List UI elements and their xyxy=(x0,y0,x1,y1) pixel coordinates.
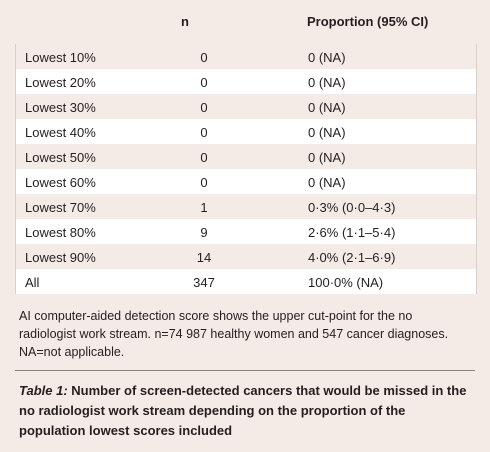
count: 14 xyxy=(196,250,212,265)
row-label: Lowest 40% xyxy=(25,125,96,140)
count: 347 xyxy=(193,275,215,290)
proportion: 100·0% (NA) xyxy=(308,275,384,290)
proportion: 0·3% (0·0–4·3) xyxy=(308,200,396,215)
row-label: Lowest 10% xyxy=(25,50,96,65)
table-row: Lowest 40% 0 0 (NA) xyxy=(16,119,476,144)
count: 0 xyxy=(200,100,208,115)
count: 0 xyxy=(200,150,208,165)
table-row: Lowest 70% 1 0·3% (0·0–4·3) xyxy=(16,194,476,219)
count: 0 xyxy=(200,75,208,90)
proportion: 2·6% (1·1–5·4) xyxy=(308,225,396,240)
count: 0 xyxy=(200,175,208,190)
proportion: 0 (NA) xyxy=(308,125,346,140)
footnote: AI computer-aided detection score shows … xyxy=(19,309,449,359)
table-row: Lowest 60% 0 0 (NA) xyxy=(16,169,476,194)
count: 0 xyxy=(200,125,208,140)
table-row: Lowest 20% 0 0 (NA) xyxy=(16,69,476,94)
separator xyxy=(15,370,475,371)
proportion: 0 (NA) xyxy=(308,175,346,190)
proportion: 0 (NA) xyxy=(308,150,346,165)
table-row: Lowest 30% 0 0 (NA) xyxy=(16,94,476,119)
caption: Table 1: Number of screen-detected cance… xyxy=(19,381,471,441)
column-header: n xyxy=(181,14,189,29)
caption-label: Table 1: xyxy=(19,383,68,398)
table-row: Lowest 80% 9 2·6% (1·1–5·4) xyxy=(16,219,476,244)
row-label: Lowest 20% xyxy=(25,75,96,90)
caption-text: Number of screen-detected cancers that w… xyxy=(19,383,467,438)
table-row: All 347 100·0% (NA) xyxy=(16,269,476,294)
proportion: 0 (NA) xyxy=(308,75,346,90)
table-row: Lowest 90% 14 4·0% (2·1–6·9) xyxy=(16,244,476,269)
proportion: 4·0% (2·1–6·9) xyxy=(308,250,396,265)
column-header: Proportion (95% CI) xyxy=(307,14,429,29)
row-label: Lowest 50% xyxy=(25,150,96,165)
row-label: Lowest 80% xyxy=(25,225,96,240)
table-row: Lowest 10% 0 0 (NA) xyxy=(16,44,476,69)
count: 0 xyxy=(200,50,208,65)
row-label: Lowest 60% xyxy=(25,175,96,190)
count: 9 xyxy=(200,225,208,240)
row-label: All xyxy=(25,275,40,290)
table-body: Lowest 10% 0 0 (NA) Lowest 20% 0 0 (NA) Lowest… xyxy=(15,44,477,294)
table-row: Lowest 50% 0 0 (NA) xyxy=(16,144,476,169)
row-label: Lowest 70% xyxy=(25,200,96,215)
proportion: 0 (NA) xyxy=(308,50,346,65)
proportion: 0 (NA) xyxy=(308,100,346,115)
count: 1 xyxy=(200,200,208,215)
row-label: Lowest 30% xyxy=(25,100,96,115)
row-label: Lowest 90% xyxy=(25,250,96,265)
